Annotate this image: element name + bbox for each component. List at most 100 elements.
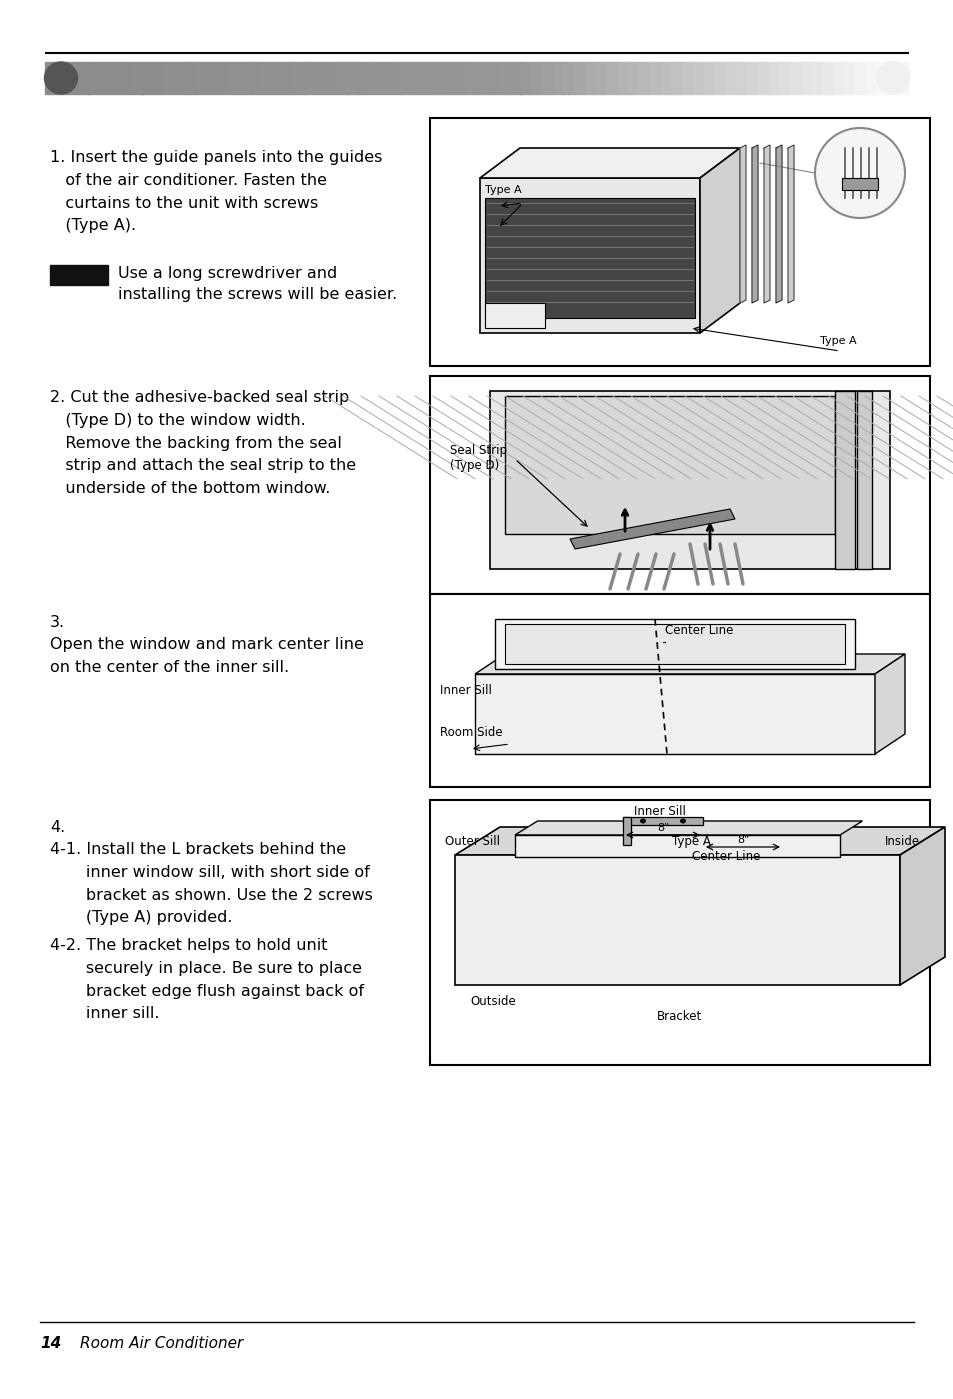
Polygon shape xyxy=(455,827,944,855)
Bar xyxy=(174,62,186,94)
Bar xyxy=(336,62,348,94)
Text: Inner Sill: Inner Sill xyxy=(634,804,685,818)
Bar xyxy=(55,62,67,94)
Polygon shape xyxy=(740,145,745,304)
Bar xyxy=(50,264,108,285)
Bar xyxy=(843,62,855,94)
Bar xyxy=(390,62,401,94)
Bar xyxy=(498,62,509,94)
Text: Inner Sill: Inner Sill xyxy=(439,684,492,697)
Bar xyxy=(152,62,164,94)
Bar xyxy=(185,62,196,94)
Text: 1. Insert the guide panels into the guides
   of the air conditioner. Fasten the: 1. Insert the guide panels into the guid… xyxy=(50,150,382,234)
Polygon shape xyxy=(569,509,734,548)
Bar xyxy=(833,62,843,94)
Ellipse shape xyxy=(639,818,645,824)
Bar xyxy=(294,62,304,94)
Bar xyxy=(455,855,899,985)
Bar xyxy=(531,62,541,94)
Bar xyxy=(811,62,822,94)
Bar xyxy=(132,62,143,94)
Bar xyxy=(239,62,251,94)
Text: Room Air Conditioner: Room Air Conditioner xyxy=(80,1336,243,1351)
Polygon shape xyxy=(763,145,769,304)
Text: Room Side: Room Side xyxy=(439,726,502,739)
Bar xyxy=(217,62,229,94)
Polygon shape xyxy=(475,653,904,674)
Bar xyxy=(229,62,239,94)
Text: Open the window and mark center line
on the center of the inner sill.: Open the window and mark center line on … xyxy=(50,637,363,674)
Text: Center Line: Center Line xyxy=(664,624,733,637)
Bar xyxy=(401,62,413,94)
Ellipse shape xyxy=(45,62,77,94)
Bar xyxy=(681,62,693,94)
Bar xyxy=(495,618,854,669)
Bar xyxy=(703,62,715,94)
Bar xyxy=(714,62,725,94)
Bar xyxy=(692,62,703,94)
Bar xyxy=(671,62,682,94)
Bar xyxy=(196,62,208,94)
Bar xyxy=(120,62,132,94)
Bar xyxy=(484,304,544,327)
Polygon shape xyxy=(787,145,793,304)
Bar xyxy=(768,62,780,94)
Text: Bracket: Bracket xyxy=(657,1010,701,1023)
Bar xyxy=(422,62,434,94)
Text: 8": 8" xyxy=(656,823,668,832)
Bar xyxy=(898,62,908,94)
Bar xyxy=(99,62,111,94)
Bar xyxy=(326,62,336,94)
Bar xyxy=(347,62,358,94)
Bar xyxy=(430,118,929,367)
Polygon shape xyxy=(700,148,740,333)
Text: Inside: Inside xyxy=(884,835,919,848)
Text: Type A: Type A xyxy=(671,835,710,848)
Bar xyxy=(834,390,854,569)
Bar xyxy=(865,62,876,94)
Text: 2. Cut the adhesive-backed seal strip
   (Type D) to the window width.
   Remove: 2. Cut the adhesive-backed seal strip (T… xyxy=(50,390,355,497)
Polygon shape xyxy=(751,145,758,304)
Bar xyxy=(207,62,218,94)
Bar xyxy=(261,62,272,94)
Ellipse shape xyxy=(876,62,908,94)
Bar xyxy=(515,835,840,858)
Polygon shape xyxy=(479,148,740,178)
Polygon shape xyxy=(775,145,781,304)
Bar xyxy=(484,199,695,318)
Bar xyxy=(475,674,874,754)
Bar xyxy=(77,62,89,94)
Polygon shape xyxy=(515,821,862,835)
Bar xyxy=(509,62,520,94)
Bar xyxy=(584,62,596,94)
Text: 4-2. The bracket helps to hold unit
       securely in place. Be sure to place
 : 4-2. The bracket helps to hold unit secu… xyxy=(50,937,364,1021)
Bar xyxy=(779,62,790,94)
Bar xyxy=(659,62,671,94)
Bar xyxy=(801,62,811,94)
Bar xyxy=(617,62,628,94)
Polygon shape xyxy=(622,817,630,845)
Bar xyxy=(250,62,261,94)
Bar xyxy=(430,800,929,1065)
Bar xyxy=(282,62,294,94)
Bar xyxy=(490,390,889,569)
Ellipse shape xyxy=(679,818,685,824)
Bar xyxy=(476,62,488,94)
Bar xyxy=(841,178,877,190)
Text: Seal Strip
(Type D): Seal Strip (Type D) xyxy=(450,443,506,471)
Bar xyxy=(110,62,121,94)
Bar xyxy=(876,62,887,94)
Bar xyxy=(379,62,391,94)
Bar xyxy=(519,62,531,94)
Text: Type A: Type A xyxy=(484,185,521,194)
Bar xyxy=(627,62,639,94)
Text: Type A: Type A xyxy=(820,336,856,346)
Bar xyxy=(821,62,833,94)
Bar xyxy=(856,390,871,569)
Bar xyxy=(479,178,700,333)
Text: 4.: 4. xyxy=(50,820,65,835)
Bar xyxy=(886,62,898,94)
Bar xyxy=(563,62,574,94)
Bar xyxy=(639,62,650,94)
Bar xyxy=(272,62,283,94)
